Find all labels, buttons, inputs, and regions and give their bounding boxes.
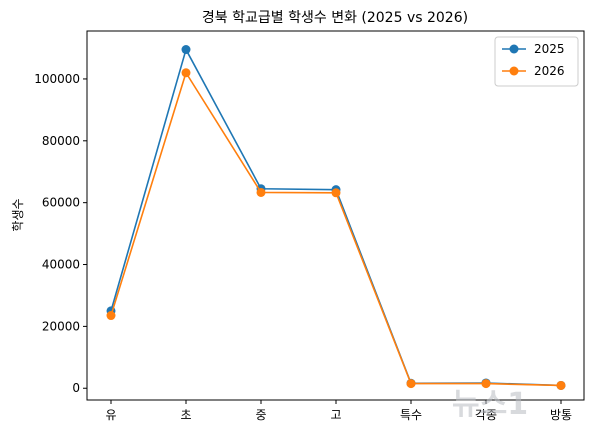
data-point-2026 [481,379,491,389]
y-tick-label: 40000 [42,258,80,272]
data-point-2026 [331,188,341,198]
y-axis-title: 학생수 [11,198,25,231]
legend-label-2026: 2026 [534,64,565,78]
series-line-2025 [110,48,562,387]
watermark: 뉴스1 [452,387,528,422]
y-tick-label: 0 [72,381,80,395]
y-tick-label: 60000 [42,196,80,210]
x-tick-label: 고 [330,408,341,422]
data-point-2026 [406,379,416,389]
legend-marker-2025 [509,44,519,54]
data-point-2026 [556,380,566,390]
x-axis: 유 초 중 고 특수 각종 방통 [105,400,572,422]
data-point-2026 [256,187,266,197]
x-tick-label: 방통 [550,408,572,422]
data-point-2025 [181,45,191,55]
y-tick-label: 100000 [34,72,80,86]
x-tick-label: 초 [180,408,191,422]
x-tick-label: 각종 [475,408,497,422]
series-line-2026 [110,71,562,387]
data-point-2026 [181,68,191,78]
y-tick-label: 20000 [42,319,80,333]
y-tick-label: 80000 [42,134,80,148]
x-tick-label: 중 [255,408,266,422]
data-point-2026 [106,311,116,321]
watermark-logo: 뉴스1 [452,387,528,422]
legend-label-2025: 2025 [534,42,565,56]
y-axis: 0 20000 40000 60000 80000 100000 [34,72,87,395]
legend-marker-2026 [509,66,519,76]
series-layer [106,45,566,390]
chart-title: 경북 학교급별 학생수 변화 (2025 vs 2026) [202,10,468,26]
x-tick-label: 유 [105,408,116,422]
x-tick-label: 특수 [400,408,422,422]
legend: 2025 2026 [494,36,579,87]
